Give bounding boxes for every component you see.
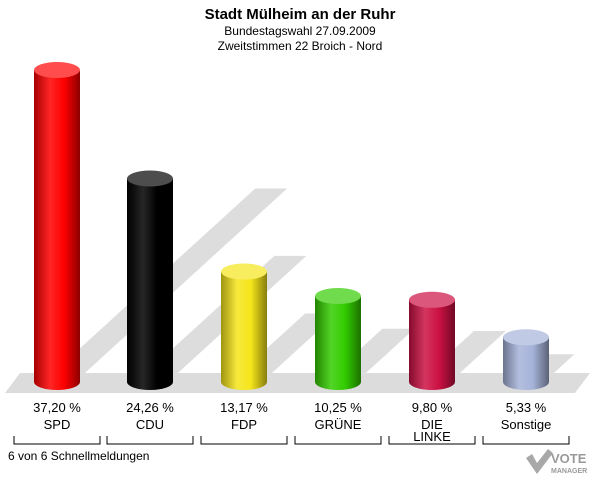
value-label: 37,20 % [33, 400, 81, 415]
vote-manager-logo: VOTE MANAGER [526, 449, 587, 475]
category-bracket [13, 436, 101, 445]
value-label: 9,80 % [412, 400, 453, 415]
value-label: 10,25 % [314, 400, 362, 415]
bar-top-cap [409, 291, 455, 308]
category-label: DIE [421, 417, 443, 432]
category-bracket [106, 436, 194, 445]
chart-title: Stadt Mülheim an der Ruhr [204, 6, 396, 23]
bar-spd [34, 70, 80, 390]
chart-subtitle-election: Bundestagswahl 27.09.2009 [224, 24, 376, 38]
logo-word-manager: MANAGER [551, 468, 587, 475]
category-label: Sonstige [501, 417, 552, 432]
category-label: LINKE [413, 429, 451, 444]
bar-top-cap [503, 329, 549, 346]
category-label: CDU [136, 417, 164, 432]
category-bracket [388, 436, 476, 445]
bar-top-cap [127, 170, 173, 187]
bar-fdp [221, 271, 267, 390]
bar-cdu [127, 178, 173, 390]
bar-grüne [315, 296, 361, 390]
value-label: 24,26 % [126, 400, 174, 415]
bar-top-cap [315, 288, 361, 305]
chart-floor [5, 373, 590, 393]
category-bracket [200, 436, 288, 445]
chart-subtitle-district: Zweitstimmen 22 Broich - Nord [217, 39, 383, 53]
value-label: 5,33 % [506, 400, 547, 415]
bar-top-cap [34, 62, 80, 78]
bar-top-cap [221, 263, 267, 280]
category-bracket [482, 436, 570, 445]
category-bracket [294, 436, 382, 445]
logo-word-vote: VOTE [551, 451, 587, 466]
bar-die-linke [409, 299, 455, 390]
checkmark-icon [526, 449, 553, 474]
footer-status: 6 von 6 Schnellmeldungen [8, 449, 150, 463]
bar-sonstige [503, 337, 549, 390]
category-label: SPD [44, 417, 71, 432]
category-label: GRÜNE [315, 417, 362, 432]
value-label: 13,17 % [220, 400, 268, 415]
category-label: FDP [231, 417, 257, 432]
